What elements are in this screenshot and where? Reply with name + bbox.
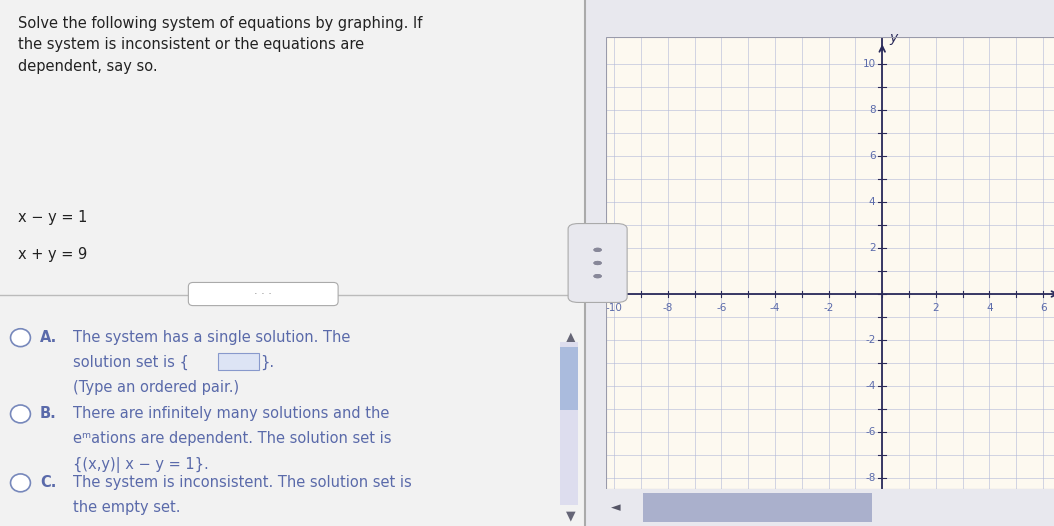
- Text: x + y = 9: x + y = 9: [18, 247, 86, 262]
- Text: x − y = 1: x − y = 1: [18, 210, 86, 226]
- Text: -4: -4: [769, 303, 780, 313]
- Text: -2: -2: [865, 335, 876, 345]
- Circle shape: [11, 474, 31, 492]
- FancyBboxPatch shape: [218, 353, 258, 370]
- Text: 8: 8: [868, 105, 876, 115]
- FancyBboxPatch shape: [189, 282, 338, 306]
- Text: 2: 2: [933, 303, 939, 313]
- Text: ◄: ◄: [610, 501, 620, 514]
- Text: ▲: ▲: [566, 330, 575, 343]
- Text: -2: -2: [823, 303, 834, 313]
- Text: 10: 10: [862, 59, 876, 69]
- Text: solution set is {: solution set is {: [73, 355, 189, 370]
- Text: 4: 4: [987, 303, 993, 313]
- Text: {(x,y)| x − y = 1}.: {(x,y)| x − y = 1}.: [73, 457, 209, 472]
- Text: ▼: ▼: [566, 509, 575, 522]
- Text: y: y: [889, 31, 897, 45]
- Circle shape: [11, 329, 31, 347]
- Text: -10: -10: [606, 303, 623, 313]
- Text: There are infinitely many solutions and the: There are infinitely many solutions and …: [73, 406, 390, 421]
- FancyBboxPatch shape: [561, 342, 578, 505]
- Text: -8: -8: [663, 303, 672, 313]
- FancyBboxPatch shape: [561, 347, 578, 410]
- Text: -4: -4: [865, 381, 876, 391]
- Text: The system is inconsistent. The solution set is: The system is inconsistent. The solution…: [73, 475, 412, 490]
- Text: 4: 4: [868, 197, 876, 207]
- Circle shape: [11, 405, 31, 423]
- Text: the empty set.: the empty set.: [73, 500, 180, 515]
- Text: 6: 6: [1040, 303, 1047, 313]
- Text: The system has a single solution. The: The system has a single solution. The: [73, 330, 351, 345]
- FancyBboxPatch shape: [643, 493, 872, 522]
- Text: }.: }.: [260, 355, 274, 370]
- Text: (Type an ordered pair.): (Type an ordered pair.): [73, 380, 239, 396]
- Text: C.: C.: [40, 475, 56, 490]
- Text: -6: -6: [865, 427, 876, 437]
- Text: Solve the following system of equations by graphing. If
the system is inconsiste: Solve the following system of equations …: [18, 16, 422, 74]
- Text: 6: 6: [868, 151, 876, 161]
- Text: · · ·: · · ·: [254, 289, 272, 299]
- Text: A.: A.: [40, 330, 57, 345]
- Text: -8: -8: [865, 473, 876, 483]
- Text: B.: B.: [40, 406, 57, 421]
- FancyBboxPatch shape: [0, 0, 585, 526]
- Text: 2: 2: [868, 243, 876, 253]
- Text: eᵐations are dependent. The solution set is: eᵐations are dependent. The solution set…: [73, 431, 392, 447]
- Text: -6: -6: [716, 303, 726, 313]
